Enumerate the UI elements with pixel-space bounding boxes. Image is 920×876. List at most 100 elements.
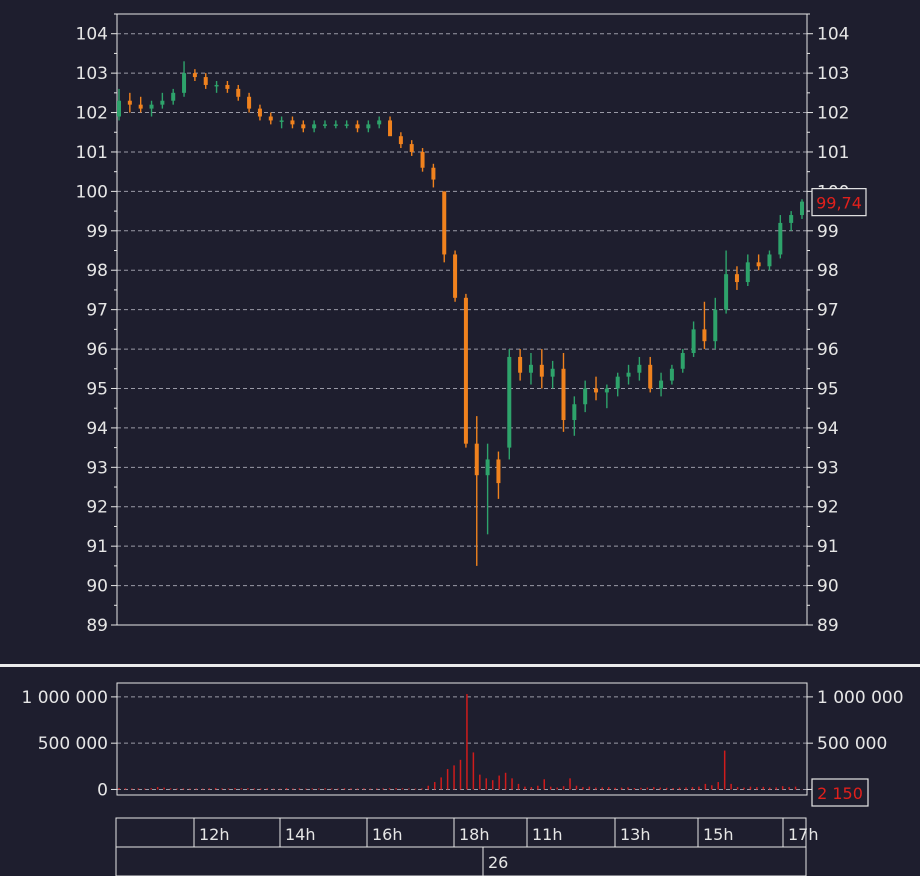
hour-label: 12h [199, 825, 230, 844]
hour-label: 16h [372, 825, 403, 844]
candle-body [312, 124, 317, 129]
price-tick-label-right: 103 [817, 64, 849, 84]
hour-label: 11h [532, 825, 563, 844]
price-frame [116, 13, 808, 626]
candle-body [778, 222, 783, 255]
candle-body [767, 254, 772, 267]
candle-body [648, 364, 653, 389]
candle-body [550, 368, 555, 377]
price-tick-label-right: 102 [817, 104, 849, 124]
price-grid [117, 33, 807, 587]
hour-label: 13h [620, 825, 651, 844]
price-tick-label-left: 90 [86, 577, 108, 597]
candle-body [659, 380, 664, 389]
last-price-label: 99,74 [816, 194, 862, 213]
price-tick-label-left: 96 [86, 340, 108, 360]
panel-divider[interactable] [0, 664, 920, 667]
candle-body [203, 77, 208, 85]
candle-body [268, 116, 273, 121]
candle-body [160, 100, 165, 105]
candle-body [247, 96, 252, 109]
candle-body [182, 73, 187, 93]
price-tick-label-left: 94 [86, 419, 108, 439]
candle-body [409, 144, 414, 152]
volume-frame [116, 682, 808, 796]
candle-body [117, 100, 121, 117]
price-tick-label-left: 99 [86, 222, 108, 242]
price-tick-label-left: 91 [86, 537, 108, 557]
price-tick-label-left: 98 [86, 261, 108, 281]
volume-panel: 0 500 000 1 000 000 0 500 000 1 000 000 2 15… [21, 682, 904, 807]
candle-body [713, 309, 718, 342]
candle-body [355, 124, 360, 129]
price-tick-label-right: 92 [817, 498, 839, 518]
price-tick-label-right: 104 [817, 25, 849, 45]
price-tick-label-right: 90 [817, 577, 839, 597]
candle-body [507, 356, 512, 448]
hour-label: 15h [703, 825, 734, 844]
price-tick-label-left: 100 [76, 182, 108, 202]
candle-body [192, 73, 197, 78]
candle-body [561, 368, 566, 421]
candle-body [366, 124, 371, 129]
price-tick-label-left: 104 [76, 25, 108, 45]
candle-body [756, 262, 761, 267]
volume-tick-label-left: 500 000 [38, 734, 108, 754]
candle-body [214, 84, 219, 87]
price-candles [117, 61, 804, 566]
candle-body [388, 120, 393, 137]
candle-body [702, 329, 707, 342]
candle-body [789, 215, 794, 223]
candle-body [398, 136, 403, 145]
candle-body [463, 297, 468, 444]
candle-body [615, 376, 620, 389]
candle-body [691, 329, 696, 354]
candle-body [496, 459, 501, 484]
candle-body [485, 459, 490, 476]
candle-body [225, 84, 230, 89]
last-volume-label: 2 150 [817, 784, 863, 803]
candle-body [594, 388, 599, 393]
last-price-box [811, 188, 867, 217]
price-tick-label-right: 95 [817, 379, 839, 399]
price-tick-label-right: 101 [817, 143, 849, 163]
candle-body [800, 201, 804, 216]
price-tick-label-left: 103 [76, 64, 108, 84]
price-tick-label-left: 89 [86, 616, 108, 636]
price-tick-label-right: 97 [817, 301, 839, 321]
price-panel: 89 90 91 92 93 94 95 96 97 98 99 100 101 102 103 104 89… [76, 13, 867, 636]
day-label: 26 [488, 853, 508, 872]
candle-body [431, 167, 436, 180]
candle-body [290, 120, 295, 125]
price-tick-label-right: 98 [817, 261, 839, 281]
volume-tick-label-right: 1 000 000 [817, 688, 904, 708]
candle-body [572, 404, 577, 421]
candle-body [377, 120, 382, 125]
candle-body [127, 100, 132, 105]
candle-body [626, 372, 631, 377]
hour-label: 17h [788, 825, 819, 844]
price-tick-label-left: 95 [86, 379, 108, 399]
candle-body [604, 388, 609, 393]
price-tick-label-right: 99 [817, 222, 839, 242]
candle-body [724, 274, 729, 310]
volume-bars [118, 694, 803, 790]
volume-tick-label-left: 0 [97, 780, 108, 800]
candle-body [583, 388, 588, 405]
candle-body [539, 364, 544, 377]
candle-body [680, 353, 685, 369]
candle-body [149, 104, 154, 109]
candle-body [301, 124, 306, 129]
price-tick-label-left: 102 [76, 104, 108, 124]
price-tick-label-right: 91 [817, 537, 839, 557]
candle-body [279, 120, 284, 122]
volume-tick-label-left: 1 000 000 [21, 688, 108, 708]
candle-body [518, 356, 523, 373]
hour-label: 18h [459, 825, 490, 844]
candle-body [745, 262, 750, 283]
candle-body [442, 191, 447, 255]
